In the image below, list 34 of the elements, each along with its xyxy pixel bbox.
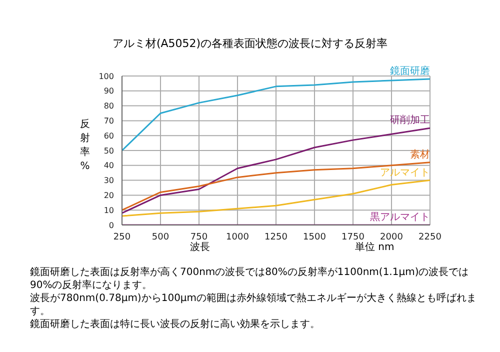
y-tick-label: 80 (104, 102, 114, 111)
x-tick-label: 1750 (342, 232, 365, 242)
line-series (122, 127, 430, 214)
x-tick-label: 2000 (380, 232, 404, 242)
y-tick-label: 40 (104, 161, 114, 170)
y-tick-label: 60 (104, 131, 114, 140)
text: 鏡面研磨した表面は反射率が高く700nmの波長では80%の反射率が1100nm(1.1μm)の波長では90%の反射率になります。 (30, 266, 470, 292)
x-tick-label: 750 (190, 232, 208, 242)
text: 波長が780nm(0.78μm)から100μmの範囲は赤外線領域で熱エネルギーが大きく熱線とも呼ばれます。 (30, 292, 478, 318)
text: 鏡面研磨した表面は特に長い波長の反射に高い効果を示します。 (30, 318, 321, 331)
line-series (122, 162, 430, 211)
y-tick-label: 0 (108, 220, 114, 230)
y-tick-label: 30 (104, 176, 114, 186)
x-tick-label: 500 (152, 232, 170, 242)
series-label: 素材 (410, 148, 430, 160)
series-label: アルマイト (380, 167, 430, 178)
series-label: 鏡面研磨 (390, 64, 430, 77)
y-tick-label: 10 (104, 206, 114, 215)
x-tick-label: 2250 (418, 232, 442, 242)
y-axis-title: 反射率% (79, 118, 91, 174)
text: 単位 nm (355, 241, 394, 254)
y-tick-label: 90 (104, 86, 114, 96)
y-tick-label: 50 (104, 146, 114, 156)
x-tick-label: 1000 (226, 232, 250, 242)
x-tick-label: 250 (113, 232, 131, 242)
y-tick-label: 70 (104, 116, 114, 126)
chart-title: アルミ材(A5052)の各種表面状態の波長に対する反射率 (111, 36, 389, 51)
series-label: 研削加工 (390, 114, 430, 126)
x-axis-title: 波長 (190, 240, 210, 254)
y-tick-label: 100 (98, 72, 114, 81)
series-label: 黒アルマイト (370, 212, 430, 223)
x-tick-label: 1250 (264, 232, 288, 242)
x-tick-label: 1500 (303, 232, 326, 242)
y-tick-label: 20 (104, 191, 114, 200)
